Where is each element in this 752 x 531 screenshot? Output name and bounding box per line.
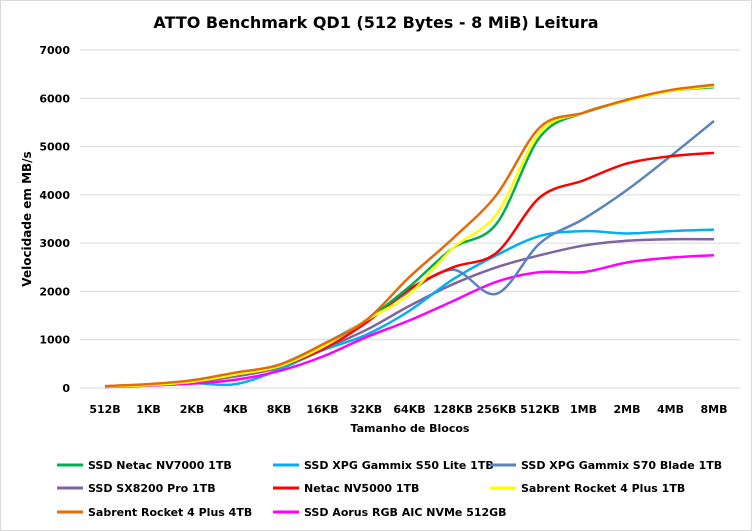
x-tick-label: 64KB bbox=[393, 403, 425, 416]
x-tick-label: 1MB bbox=[570, 403, 597, 416]
x-tick-label: 512B bbox=[89, 403, 120, 416]
x-tick-label: 16KB bbox=[306, 403, 338, 416]
legend-label: SSD XPG Gammix S50 Lite 1TB bbox=[304, 459, 494, 472]
legend-label: SSD Aorus RGB AIC NVMe 512GB bbox=[304, 506, 507, 519]
y-tick-label: 2000 bbox=[39, 285, 70, 298]
y-axis-label: Velocidade em MB/s bbox=[20, 151, 34, 286]
x-tick-label: 8KB bbox=[267, 403, 292, 416]
x-tick-label: 8MB bbox=[701, 403, 728, 416]
series-line bbox=[104, 83, 715, 388]
series-line bbox=[104, 237, 715, 388]
x-tick-label: 32KB bbox=[350, 403, 382, 416]
legend-label: Sabrent Rocket 4 Plus 4TB bbox=[88, 506, 252, 519]
x-tick-label: 1KB bbox=[136, 403, 161, 416]
series-line bbox=[104, 228, 715, 389]
legend-label: SSD SX8200 Pro 1TB bbox=[88, 482, 216, 495]
y-tick-label: 6000 bbox=[39, 92, 70, 105]
y-tick-label: 3000 bbox=[39, 237, 70, 250]
legend-label: Netac NV5000 1TB bbox=[304, 482, 419, 495]
legend-label: Sabrent Rocket 4 Plus 1TB bbox=[521, 482, 685, 495]
y-tick-label: 7000 bbox=[39, 44, 70, 57]
series-line bbox=[104, 151, 715, 388]
x-tick-label: 2KB bbox=[180, 403, 205, 416]
y-tick-label: 4000 bbox=[39, 189, 70, 202]
series-line bbox=[104, 120, 715, 388]
legend-label: SSD XPG Gammix S70 Blade 1TB bbox=[521, 459, 722, 472]
x-tick-label: 128KB bbox=[433, 403, 473, 416]
y-tick-label: 1000 bbox=[39, 334, 70, 347]
series-line bbox=[104, 85, 715, 388]
legend-label: SSD Netac NV7000 1TB bbox=[88, 459, 232, 472]
x-tick-label: 256KB bbox=[477, 403, 517, 416]
series-line bbox=[104, 84, 715, 388]
chart-title: ATTO Benchmark QD1 (512 Bytes - 8 MiB) L… bbox=[153, 13, 598, 32]
y-tick-label: 5000 bbox=[39, 141, 70, 154]
x-axis-label: Tamanho de Blocos bbox=[351, 422, 470, 435]
x-tick-label: 2MB bbox=[614, 403, 641, 416]
x-tick-label: 4MB bbox=[657, 403, 684, 416]
x-tick-label: 512KB bbox=[520, 403, 560, 416]
y-tick-label: 0 bbox=[62, 382, 70, 395]
series-line bbox=[104, 253, 715, 389]
x-tick-label: 4KB bbox=[223, 403, 248, 416]
